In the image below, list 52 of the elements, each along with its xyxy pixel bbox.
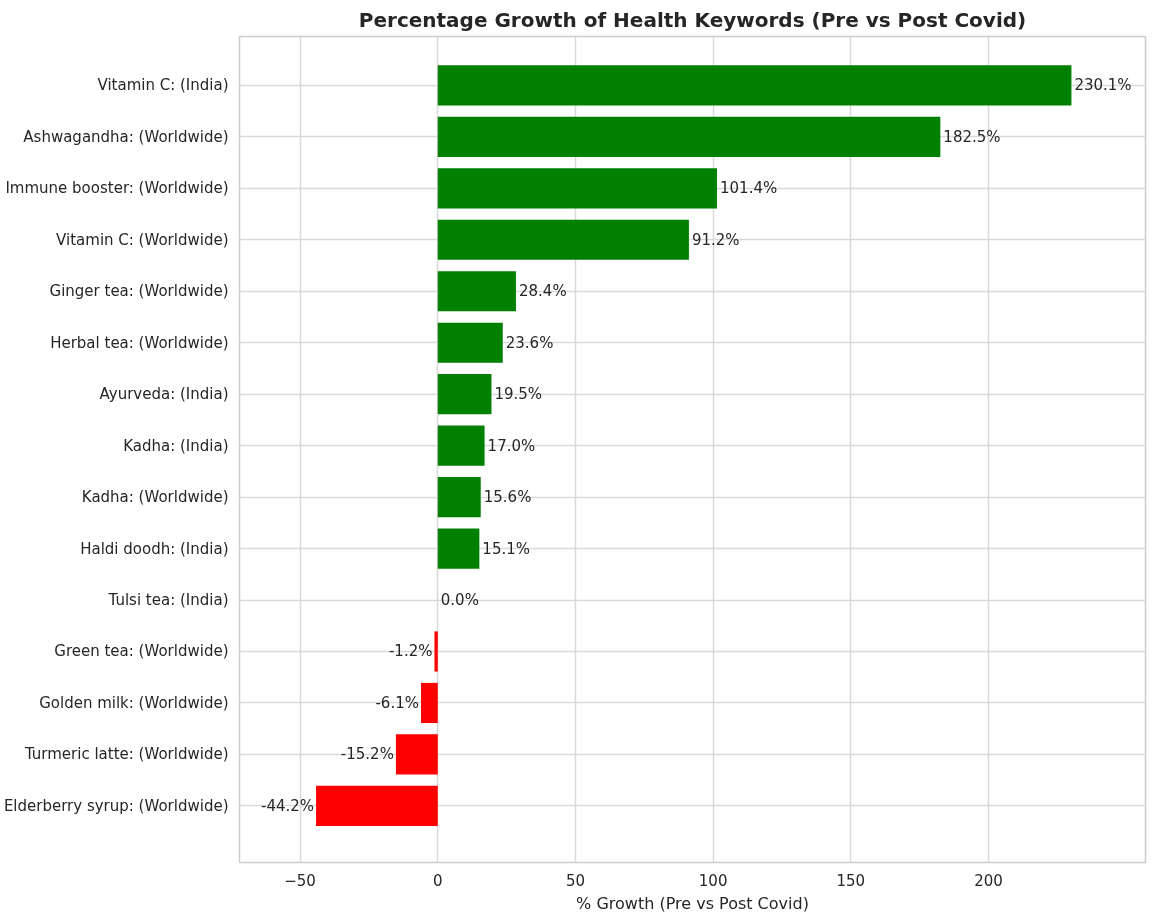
data-label: 23.6%: [505, 333, 554, 352]
data-label: 28.4%: [518, 282, 567, 301]
y-tick-label: Kadha: (Worldwide): [81, 488, 229, 507]
bar: [437, 65, 1072, 106]
data-label: 230.1%: [1074, 76, 1132, 95]
y-tick-label: Ayurveda: (India): [99, 385, 229, 404]
y-tick-label: Golden milk: (Worldwide): [39, 693, 229, 712]
x-tick-label: 200: [974, 871, 1003, 890]
data-label: -44.2%: [260, 796, 315, 815]
bar: [434, 631, 438, 672]
bar: [316, 785, 438, 826]
data-label: 15.1%: [482, 539, 531, 558]
y-tick-label: Herbal tea: (Worldwide): [50, 333, 229, 352]
bar: [437, 477, 481, 518]
x-axis-title: % Growth (Pre vs Post Covid): [576, 893, 809, 913]
data-label: 0.0%: [440, 591, 479, 610]
y-tick-label: Green tea: (Worldwide): [54, 642, 229, 661]
y-tick-label: Vitamin C: (India): [97, 76, 229, 95]
bar: [437, 116, 941, 157]
y-tick-label: Turmeric latte: (Worldwide): [23, 745, 229, 764]
bar: [420, 682, 438, 724]
y-tick-label: Immune booster: (Worldwide): [5, 179, 229, 198]
bar: [437, 271, 516, 312]
y-tick-label: Haldi doodh: (India): [80, 539, 229, 558]
x-tick-label: −50: [284, 871, 316, 890]
y-tick-label: Elderberry syrup: (Worldwide): [3, 796, 229, 815]
y-tick-label: Kadha: (India): [123, 436, 229, 455]
y-tick-label: Tulsi tea: (India): [107, 591, 229, 610]
bar: [437, 425, 485, 466]
chart-title: Percentage Growth of Health Keywords (Pre vs Post Covid): [358, 7, 1027, 32]
data-label: -15.2%: [340, 745, 394, 764]
x-tick-label: 50: [565, 871, 586, 890]
y-tick-label: Ashwagandha: (Worldwide): [23, 127, 229, 146]
bar: [395, 734, 438, 775]
y-tick-label: Vitamin C: (Worldwide): [56, 230, 229, 249]
data-label: -1.2%: [388, 642, 433, 661]
data-label: 15.6%: [483, 488, 532, 507]
bar: [437, 528, 480, 569]
data-label: 182.5%: [943, 127, 1001, 146]
data-label: -6.1%: [375, 693, 419, 712]
data-label: 91.2%: [691, 230, 740, 249]
data-label: 17.0%: [487, 436, 536, 455]
bar: [437, 168, 718, 209]
data-label: 101.4%: [720, 179, 778, 198]
data-label: 19.5%: [494, 385, 543, 404]
bar: [437, 322, 503, 363]
bar: [437, 219, 689, 260]
y-tick-label: Ginger tea: (Worldwide): [49, 282, 229, 301]
x-tick-label: 0: [433, 871, 443, 890]
x-tick-label: 150: [836, 871, 866, 890]
bar: [437, 374, 492, 415]
x-tick-label: 100: [698, 871, 728, 890]
